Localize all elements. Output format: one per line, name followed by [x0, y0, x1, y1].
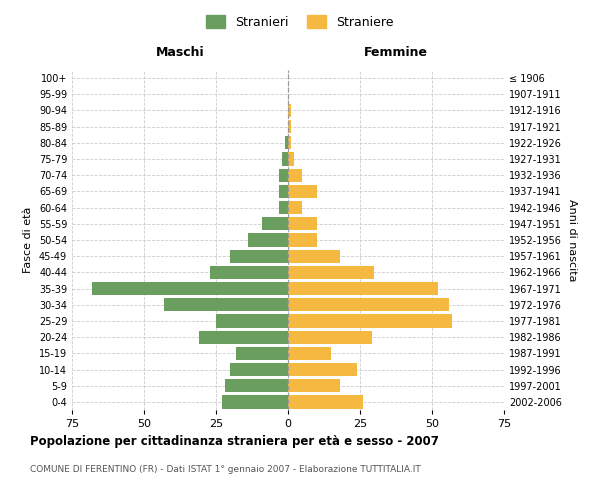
Bar — [288, 298, 449, 312]
Bar — [288, 379, 340, 392]
Bar — [164, 298, 288, 312]
Bar — [288, 282, 438, 295]
Bar — [199, 330, 288, 344]
Text: Maschi: Maschi — [155, 46, 205, 59]
Bar — [288, 168, 302, 182]
Bar — [262, 217, 288, 230]
Bar — [210, 266, 288, 279]
Bar — [222, 396, 288, 408]
Bar — [230, 250, 288, 263]
Bar — [236, 346, 288, 360]
Bar — [288, 363, 357, 376]
Text: COMUNE DI FERENTINO (FR) - Dati ISTAT 1° gennaio 2007 - Elaborazione TUTTITALIA.: COMUNE DI FERENTINO (FR) - Dati ISTAT 1°… — [30, 465, 421, 474]
Bar — [288, 346, 331, 360]
Legend: Stranieri, Straniere: Stranieri, Straniere — [203, 11, 397, 32]
Bar — [224, 379, 288, 392]
Y-axis label: Fasce di età: Fasce di età — [23, 207, 33, 273]
Bar — [280, 168, 288, 182]
Bar — [288, 152, 294, 166]
Bar — [288, 314, 452, 328]
Bar — [230, 363, 288, 376]
Bar — [216, 314, 288, 328]
Bar — [285, 136, 288, 149]
Bar — [288, 250, 340, 263]
Bar — [288, 185, 317, 198]
Bar — [280, 201, 288, 214]
Bar — [288, 104, 291, 117]
Bar — [280, 185, 288, 198]
Bar — [288, 330, 371, 344]
Bar — [248, 234, 288, 246]
Bar — [288, 120, 291, 134]
Bar — [288, 266, 374, 279]
Bar — [288, 217, 317, 230]
Bar — [288, 234, 317, 246]
Bar — [92, 282, 288, 295]
Text: Femmine: Femmine — [364, 46, 428, 59]
Bar — [288, 136, 291, 149]
Y-axis label: Anni di nascita: Anni di nascita — [567, 198, 577, 281]
Bar — [288, 201, 302, 214]
Bar — [282, 152, 288, 166]
Text: Popolazione per cittadinanza straniera per età e sesso - 2007: Popolazione per cittadinanza straniera p… — [30, 435, 439, 448]
Bar — [288, 396, 363, 408]
